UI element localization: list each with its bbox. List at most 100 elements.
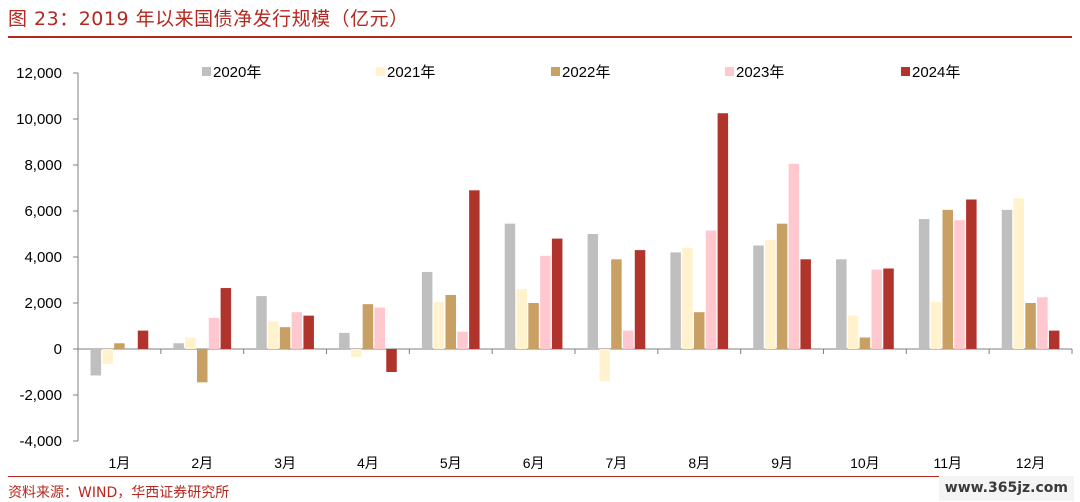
bar-12-1 [1001, 209, 1013, 349]
bar-3-1 [256, 296, 267, 349]
x-tick-label: 3月 [274, 455, 296, 471]
bar-5-4 [457, 331, 468, 349]
legend-swatch [725, 67, 734, 76]
bar-2-5 [220, 288, 232, 349]
footer-divider [8, 476, 1072, 477]
y-tick-label: 0 [54, 341, 62, 358]
bar-4-1 [339, 332, 350, 349]
bar-2-2 [185, 337, 196, 349]
bar-12-2 [1013, 198, 1025, 349]
legend-swatch [551, 67, 560, 76]
legend-label: 2021年 [387, 64, 435, 81]
legend-label: 2024年 [912, 64, 960, 81]
bar-6-4 [540, 255, 551, 349]
bar-4-3 [362, 304, 374, 349]
bar-2-4 [208, 317, 220, 349]
y-tick-label: 12,000 [16, 65, 62, 82]
x-tick-label: 2月 [191, 455, 213, 471]
x-tick-label: 12月 [1016, 455, 1046, 471]
bar-8-4 [705, 230, 717, 349]
bar-8-3 [694, 312, 705, 349]
chart-legend: 2020年 2021年 2022年 2023年 2024年 [202, 64, 960, 81]
bar-11-3 [942, 209, 953, 349]
bar-6-2 [516, 289, 528, 349]
bar-9-5 [800, 259, 811, 349]
legend-swatch [376, 67, 385, 76]
x-tick-label: 4月 [357, 455, 379, 471]
bar-7-3 [611, 259, 622, 349]
y-tick-label: 10,000 [16, 111, 62, 128]
bar-5-5 [469, 190, 480, 349]
bar-10-3 [859, 337, 871, 349]
legend-swatch [202, 67, 211, 76]
bar-8-2 [682, 247, 693, 349]
y-tick-label: 6,000 [24, 203, 62, 220]
bar-10-1 [836, 259, 847, 349]
bar-9-2 [765, 239, 776, 349]
bar-7-1 [587, 234, 599, 349]
bar-10-5 [883, 268, 894, 349]
bar-7-5 [634, 250, 646, 349]
bar-11-4 [954, 220, 965, 349]
bar-3-2 [268, 321, 279, 349]
x-tick-label: 10月 [850, 455, 880, 471]
source-note: 资料来源：WIND，华西证券研究所 [8, 485, 230, 501]
bar-9-4 [788, 163, 800, 349]
bar-8-5 [717, 113, 729, 349]
bar-12-4 [1037, 297, 1048, 349]
legend-label: 2020年 [213, 64, 261, 81]
y-tick-label: 8,000 [24, 157, 62, 174]
bar-9-3 [776, 223, 788, 349]
bar-3-4 [291, 312, 303, 349]
bar-1-5 [137, 330, 149, 349]
bar-chart: -4,000 -2,000 0 2,000 4,000 6,000 8,000 10,000 1… [16, 64, 1073, 471]
bar-4-5 [386, 349, 397, 372]
bar-7-4 [622, 330, 634, 349]
chart-bars [90, 113, 1060, 383]
bar-1-1 [90, 349, 102, 376]
bar-6-5 [551, 238, 563, 349]
x-tick-label: 7月 [606, 455, 628, 471]
bar-9-1 [753, 245, 764, 349]
bar-5-2 [433, 301, 445, 349]
bar-2-1 [173, 343, 184, 349]
y-tick-label: -2,000 [19, 387, 62, 404]
figure-title: 图 23：2019 年以来国债净发行规模（亿元） [8, 8, 409, 30]
bar-3-5 [303, 315, 314, 349]
bar-6-3 [528, 303, 539, 349]
bar-11-1 [918, 219, 930, 349]
bar-12-5 [1048, 330, 1060, 349]
bar-12-3 [1025, 303, 1036, 349]
legend-label: 2023年 [736, 64, 784, 81]
bar-11-2 [930, 301, 942, 349]
y-tick-label: 4,000 [24, 249, 62, 266]
bar-5-3 [445, 294, 456, 349]
y-axis-ticks: -4,000 -2,000 0 2,000 4,000 6,000 8,000 10,000 1… [16, 65, 78, 450]
title-divider [8, 36, 1072, 38]
bar-1-2 [102, 349, 113, 364]
bar-7-2 [599, 349, 610, 382]
bar-5-1 [421, 271, 433, 349]
bar-10-2 [847, 315, 859, 349]
x-tick-label: 6月 [523, 455, 545, 471]
x-axis-ticks: 1月 2月 3月 4月 5月 6月 7月 8月 9月 10月 11月 12月 [109, 455, 1046, 471]
bar-4-2 [350, 349, 362, 358]
bar-4-4 [374, 307, 385, 349]
x-tick-label: 5月 [440, 455, 462, 471]
y-tick-label: 2,000 [24, 295, 62, 312]
bar-8-1 [670, 252, 681, 349]
bar-6-1 [504, 223, 516, 349]
bar-2-3 [197, 349, 208, 383]
bar-3-3 [279, 327, 291, 349]
bar-11-5 [966, 199, 977, 349]
bar-1-3 [114, 343, 125, 349]
x-tick-label: 9月 [771, 455, 793, 471]
x-tick-label: 8月 [688, 455, 710, 471]
legend-label: 2022年 [562, 64, 610, 81]
y-tick-label: -4,000 [19, 433, 62, 450]
x-tick-label: 11月 [934, 455, 963, 471]
watermark: www.365jz.com [938, 476, 1074, 501]
x-tick-label: 1月 [109, 455, 131, 471]
legend-swatch [901, 67, 910, 76]
bar-10-4 [871, 269, 882, 349]
